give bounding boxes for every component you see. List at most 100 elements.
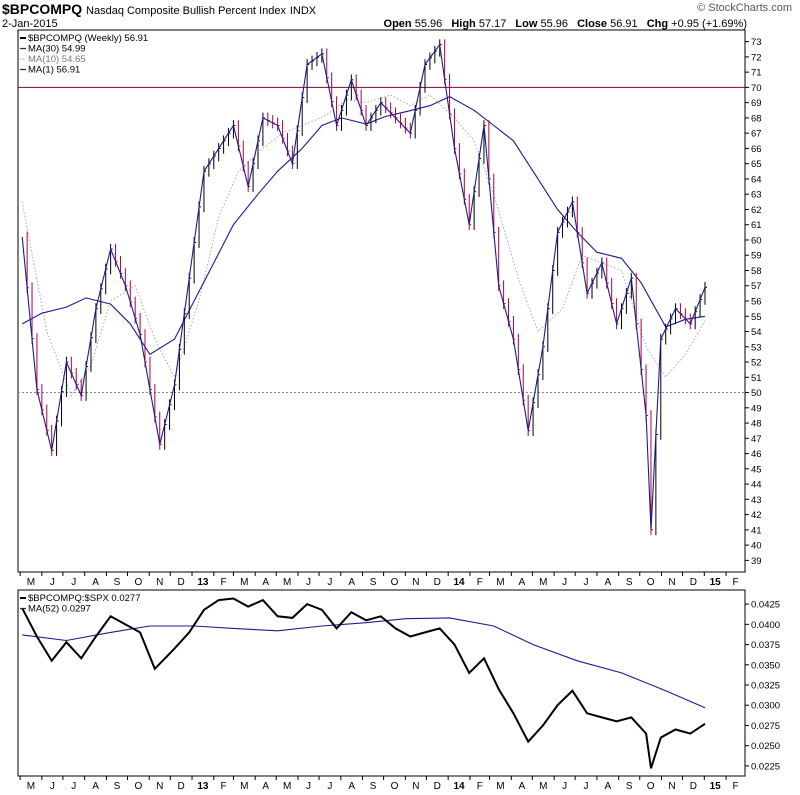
price-x-label: N — [412, 577, 419, 588]
price-y-label: 63 — [751, 190, 762, 201]
price-x-label: J — [306, 577, 311, 588]
ratio-x-label: S — [114, 781, 121, 792]
ratio-x-label: M — [27, 781, 35, 792]
high-value: 57.17 — [478, 18, 507, 30]
price-y-label: 55 — [751, 312, 762, 323]
ratio-x-label: S — [626, 781, 633, 792]
ohlc-readout: Open 55.96 High 57.17 Low 55.96 Close 56… — [378, 18, 747, 30]
price-x-label: 14 — [453, 577, 465, 588]
price-y-label: 70 — [751, 83, 762, 94]
price-y-label: 47 — [751, 434, 762, 445]
ratio-y-label: 0.0400 — [751, 620, 780, 631]
price-y-label: 72 — [751, 52, 762, 63]
price-y-label: 65 — [751, 159, 762, 170]
price-x-label: S — [626, 577, 633, 588]
symbol-description: Nasdaq Composite Bullish Percent Index — [86, 5, 286, 17]
price-y-label: 41 — [751, 525, 762, 536]
price-x-label: A — [262, 577, 269, 588]
open-value: 55.96 — [414, 18, 443, 30]
price-y-label: 60 — [751, 235, 762, 246]
price-x-label: O — [134, 577, 142, 588]
price-x-label: F — [477, 577, 483, 588]
ratio-y-label: 0.0375 — [751, 640, 780, 651]
price-x-label: S — [370, 577, 377, 588]
ratio-x-label: 13 — [197, 781, 209, 792]
ratio-x-label: F — [732, 781, 738, 792]
ratio-x-label: F — [477, 781, 483, 792]
price-x-label: M — [283, 577, 291, 588]
price-y-label: 62 — [751, 205, 762, 216]
price-y-label: 44 — [751, 480, 762, 491]
price-y-label: 43 — [751, 495, 762, 506]
price-y-label: 66 — [751, 144, 762, 155]
price-y-label: 54 — [751, 327, 762, 338]
price-y-label: 52 — [751, 358, 762, 369]
ratio-x-label: A — [348, 781, 355, 792]
ratio-x-label: N — [412, 781, 419, 792]
price-x-label: D — [690, 577, 697, 588]
ratio-x-label: J — [327, 781, 332, 792]
ratio-x-label: M — [496, 781, 504, 792]
ratio-x-label: M — [539, 781, 547, 792]
low-value: 55.96 — [540, 18, 569, 30]
price-x-label: N — [668, 577, 675, 588]
price-y-label: 69 — [751, 98, 762, 109]
price-y-label: 42 — [751, 510, 762, 521]
price-x-label: A — [92, 577, 99, 588]
ratio-y-label: 0.0225 — [751, 761, 780, 772]
ratio-x-label: A — [92, 781, 99, 792]
price-x-label: J — [327, 577, 332, 588]
ratio-x-label: J — [50, 781, 55, 792]
ratio-x-label: D — [690, 781, 697, 792]
price-x-label: J — [71, 577, 76, 588]
ratio-x-label: S — [370, 781, 377, 792]
ratio-x-label: N — [668, 781, 675, 792]
price-x-label: J — [50, 577, 55, 588]
chg-label: Chg — [646, 18, 669, 30]
price-x-label: M — [539, 577, 547, 588]
ratio-x-label: J — [584, 781, 589, 792]
ratio-y-label: 0.0425 — [751, 600, 780, 611]
chart-date: 2-Jan-2015 — [2, 18, 58, 30]
price-x-label: F — [732, 577, 738, 588]
price-y-label: 73 — [751, 37, 762, 48]
ratio-x-label: J — [306, 781, 311, 792]
price-x-label: F — [221, 577, 227, 588]
ratio-x-label: J — [562, 781, 567, 792]
ratio-x-label: D — [434, 781, 441, 792]
price-x-label: 15 — [710, 577, 722, 588]
price-x-label: A — [519, 577, 526, 588]
ratio-ma52-line — [22, 617, 706, 709]
symbol-exchange: INDX — [289, 5, 317, 17]
price-x-label: M — [27, 577, 35, 588]
ratio-y-label: 0.0300 — [751, 701, 780, 712]
price-y-label: 68 — [751, 113, 762, 124]
ratio-x-label: D — [178, 781, 185, 792]
price-y-label: 51 — [751, 373, 762, 384]
price-y-label: 45 — [751, 464, 762, 475]
ratio-x-label: M — [240, 781, 248, 792]
price-x-label: O — [647, 577, 655, 588]
ratio-legend-label: MA(52) 0.0297 — [28, 604, 91, 615]
ratio-y-label: 0.0250 — [751, 741, 780, 752]
price-y-label: 56 — [751, 297, 762, 308]
ratio-x-label: A — [604, 781, 611, 792]
price-x-label: D — [434, 577, 441, 588]
price-x-label: 13 — [197, 577, 209, 588]
low-label: Low — [515, 18, 538, 30]
price-x-label: D — [178, 577, 185, 588]
ratio-x-label: 14 — [453, 781, 465, 792]
close-value: 56.91 — [610, 18, 638, 30]
high-label: High — [451, 18, 476, 30]
ratio-x-label: A — [262, 781, 269, 792]
price-x-label: S — [114, 577, 121, 588]
price-y-label: 61 — [751, 220, 762, 231]
price-x-label: A — [604, 577, 611, 588]
close-label: Close — [577, 18, 608, 30]
price-y-label: 48 — [751, 419, 762, 430]
chart-symbol: $BPCOMPQ Nasdaq Composite Bullish Percen… — [2, 1, 316, 17]
ratio-x-label: N — [156, 781, 163, 792]
copyright-text: © StockCharts.com — [697, 2, 792, 14]
price-x-label: M — [496, 577, 504, 588]
price-x-label: J — [584, 577, 589, 588]
